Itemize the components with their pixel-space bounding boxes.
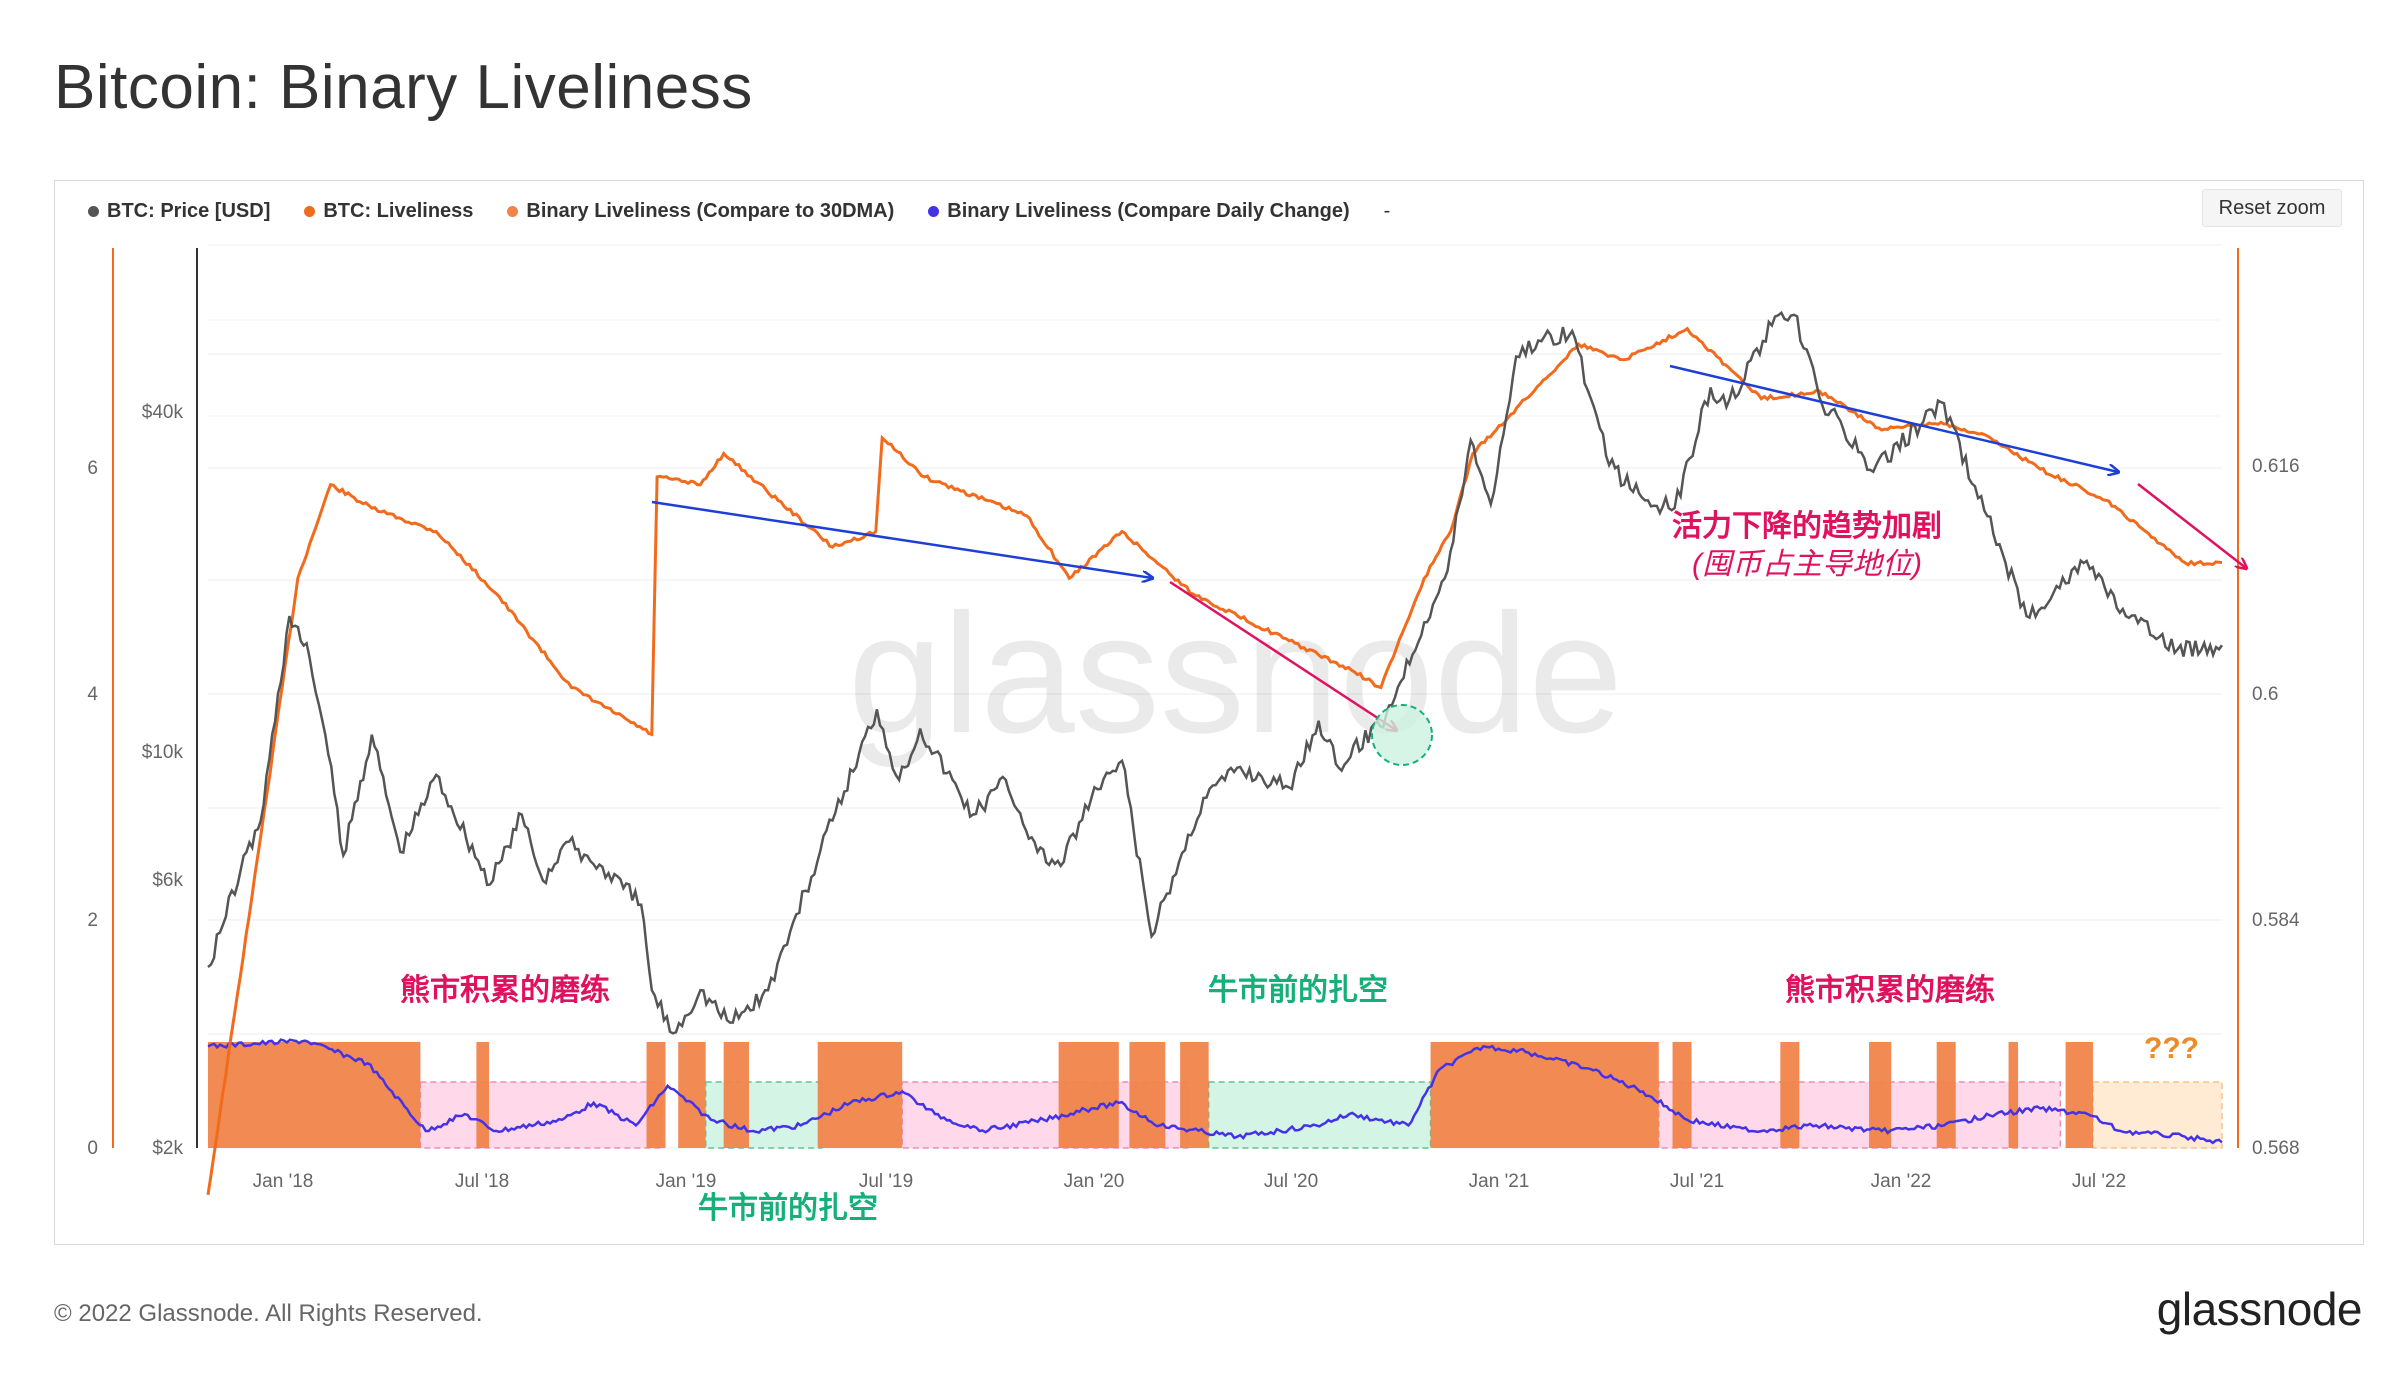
binary-bar-10 <box>1672 1042 1692 1148</box>
arrow-blue-1 <box>651 500 1152 578</box>
chart-frame <box>54 180 2364 1245</box>
binary-bar-5 <box>817 1042 903 1148</box>
binary-bar-6 <box>1058 1042 1119 1148</box>
footer-logo: glassnode <box>2156 1283 2363 1335</box>
regime-label-squeeze-1: 牛市前的扎空 <box>698 1191 878 1225</box>
y-left-price-tick-3: $40k <box>142 402 184 423</box>
annotation-trend: 活力下降的趋势加剧 <box>1672 510 1942 543</box>
binary-bar-12 <box>1869 1042 1892 1148</box>
binary-30dma-bars <box>208 1042 2094 1148</box>
x-tick-9: Jul '22 <box>2072 1171 2126 1192</box>
binary-bar-7 <box>1129 1042 1166 1148</box>
legend-dot-binary-30dma <box>507 206 519 217</box>
annotation-trend-sub: (囤币占主导地位) <box>1692 548 1922 581</box>
x-tick-0: Jan '18 <box>253 1171 314 1192</box>
arrow-blue-2 <box>1669 364 2118 472</box>
footer-copyright: © 2022 Glassnode. All Rights Reserved. <box>54 1300 483 1327</box>
annotations: 活力下降的趋势加剧 (囤币占主导地位) 熊市积累的磨练 牛市前的扎空 牛市前的扎… <box>400 364 2246 1225</box>
highlight-circle <box>1371 704 1433 766</box>
arrow-red-1 <box>1169 580 1396 730</box>
regime-band-5 <box>2092 1081 2223 1149</box>
regime-band-1 <box>704 1081 823 1149</box>
regime-label-unknown: ??? <box>2144 1032 2199 1065</box>
binary-bar-13 <box>1936 1042 1956 1148</box>
legend-dot-binary-daily <box>928 206 940 217</box>
x-tick-4: Jan '20 <box>1064 1171 1125 1192</box>
legend-label-binary-30dma: Binary Liveliness (Compare to 30DMA) <box>526 200 895 222</box>
regime-label-squeeze-2: 牛市前的扎空 <box>1208 973 1388 1007</box>
watermark: glassnode <box>848 579 1623 769</box>
series-line-binary-daily <box>207 1038 2223 1145</box>
legend-item-dash[interactable]: - <box>1384 200 1391 223</box>
binary-bar-1 <box>476 1042 490 1148</box>
legend-label-dash: - <box>1383 200 1391 222</box>
binary-bar-15 <box>2065 1042 2094 1148</box>
legend-label-price: BTC: Price [USD] <box>107 200 271 222</box>
legend-item-binary-daily[interactable]: Binary Liveliness (Compare Daily Change) <box>928 200 1350 223</box>
y-left-price-tick-1: $6k <box>152 870 183 891</box>
page-title: Bitcoin: Binary Liveliness <box>54 53 753 122</box>
binary-bar-2 <box>646 1042 666 1148</box>
binary-bar-14 <box>2008 1042 2019 1148</box>
series-line-price <box>207 310 2224 1035</box>
binary-bar-9 <box>1430 1042 1659 1148</box>
y-right-tick-0: 0.568 <box>2252 1138 2300 1159</box>
y-left-outer-tick-1: 2 <box>87 910 98 931</box>
binary-bar-0 <box>208 1042 421 1148</box>
y-left-price-tick-0: $2k <box>152 1138 183 1159</box>
arrow-red-2 <box>2137 483 2246 568</box>
x-tick-7: Jul '21 <box>1670 1171 1724 1192</box>
x-tick-5: Jul '20 <box>1264 1171 1318 1192</box>
regime-band-4 <box>1658 1081 2062 1149</box>
x-tick-1: Jul '18 <box>455 1171 509 1192</box>
y-left-outer-tick-3: 6 <box>87 458 98 479</box>
legend-item-price[interactable]: BTC: Price [USD] <box>88 200 270 223</box>
y-left-outer-tick-2: 4 <box>87 684 98 705</box>
axes: 0 2 4 6 $2k $6k $10k $40k 0.568 0.584 0.6 0.616 Jan … <box>87 248 2300 1192</box>
x-tick-6: Jan '21 <box>1469 1171 1530 1192</box>
series-lines <box>206 310 2224 1196</box>
regime-label-bear-2: 熊市积累的磨练 <box>1785 973 1995 1007</box>
legend-label-binary-daily: Binary Liveliness (Compare Daily Change) <box>947 200 1350 222</box>
legend-dot-liveliness <box>304 206 316 217</box>
binary-bar-4 <box>723 1042 750 1148</box>
regime-label-bear-1: 熊市积累的磨练 <box>400 973 610 1007</box>
legend-label-liveliness: BTC: Liveliness <box>323 200 474 222</box>
legend-item-liveliness[interactable]: BTC: Liveliness <box>304 200 473 223</box>
legend: BTC: Price [USD] BTC: Liveliness Binary … <box>88 200 1390 223</box>
y-right-tick-1: 0.584 <box>2252 910 2300 931</box>
reset-zoom-button[interactable]: Reset zoom <box>2202 189 2342 227</box>
binary-bar-3 <box>678 1042 706 1148</box>
series-line-liveliness <box>206 326 2223 1196</box>
y-right-tick-3: 0.616 <box>2252 456 2300 477</box>
y-left-outer-tick-0: 0 <box>87 1138 98 1159</box>
legend-dot-price <box>88 206 99 217</box>
x-tick-8: Jan '22 <box>1871 1171 1932 1192</box>
x-tick-3: Jul '19 <box>859 1171 913 1192</box>
y-right-tick-2: 0.6 <box>2252 684 2278 705</box>
binary-bar-11 <box>1780 1042 1800 1148</box>
x-tick-2: Jan '19 <box>656 1171 717 1192</box>
legend-item-binary-30dma[interactable]: Binary Liveliness (Compare to 30DMA) <box>507 200 894 223</box>
y-left-price-tick-2: $10k <box>142 742 184 763</box>
